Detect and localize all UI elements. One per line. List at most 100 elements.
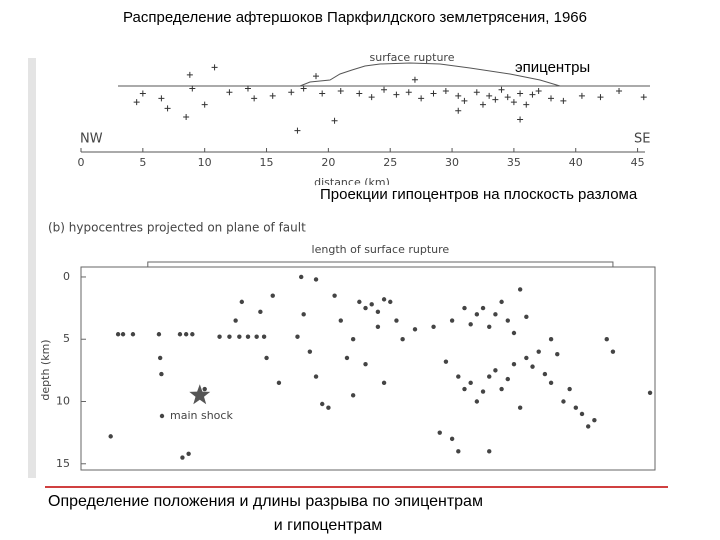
hypocentre: [156, 332, 162, 337]
epicentre: [393, 91, 400, 98]
hypocentre: [301, 312, 306, 317]
epicentre: [368, 94, 375, 101]
hypocentre: [270, 293, 275, 298]
epicentre: [226, 89, 233, 96]
hypocentre: [604, 337, 609, 342]
hypocentre: [258, 309, 263, 315]
epicentre: [337, 87, 344, 94]
epicentre: [251, 95, 258, 102]
hypocentre: [183, 332, 189, 337]
epicentre: [479, 101, 486, 108]
annotation: SE: [634, 132, 650, 147]
hypocentre: [567, 386, 572, 392]
slide-title: Распределение афтершоков Паркфилдского з…: [123, 9, 587, 26]
hypocentre: [573, 405, 579, 410]
hypocentre: [443, 359, 449, 364]
x-tick-label: 20: [321, 156, 335, 169]
epicentre: [211, 64, 218, 71]
hypocentre: [585, 424, 591, 429]
panel-title: (b) hypocentres projected on plane of fa…: [48, 221, 306, 235]
hypocentre: [449, 436, 455, 442]
hypocentre: [524, 314, 529, 320]
hypocentre: [245, 334, 251, 339]
hypocentre: [298, 274, 304, 280]
caption: и гипоцентрам: [274, 517, 383, 534]
epicentre: [640, 94, 647, 101]
epicentre: [560, 97, 567, 104]
epicentre: [517, 90, 524, 97]
hypocentre: [375, 324, 381, 329]
hypocentre: [295, 334, 300, 339]
hypocentre: [217, 334, 222, 339]
epicentre: [473, 89, 480, 96]
epicentre: [517, 116, 524, 123]
hypocentre: [227, 334, 232, 339]
hypocentre: [326, 405, 331, 410]
epicentre: [158, 95, 165, 102]
hypocentre: [449, 318, 455, 323]
legend-dot: [159, 413, 165, 419]
hypocentre: [487, 374, 492, 379]
hypocentre: [431, 324, 436, 329]
hypocentre: [180, 455, 185, 460]
epicentre: [535, 87, 542, 94]
epicentre: [597, 94, 604, 101]
x-tick-label: 25: [383, 156, 397, 169]
hypocentre: [350, 393, 356, 398]
hypocentre: [499, 386, 504, 392]
hypocentre: [363, 305, 368, 311]
rupture-bracket: [147, 261, 614, 267]
y-tick-label: 0: [63, 270, 70, 283]
hypocentre: [480, 389, 486, 394]
epicentre: [529, 91, 536, 98]
epicentre: [269, 92, 276, 99]
main-shock: [189, 384, 211, 405]
hypocentre: [493, 368, 498, 373]
hypocentre: [157, 355, 163, 361]
hypocentre: [480, 305, 486, 311]
epicentre: [183, 114, 190, 120]
epicentre: [288, 89, 295, 96]
hypocentre: [524, 355, 529, 361]
hypocentre: [338, 318, 343, 323]
hypocentre: [186, 451, 191, 457]
hypocentre: [468, 380, 473, 386]
epicentre: [189, 85, 196, 92]
hypocentre: [363, 361, 368, 367]
hypocentre: [320, 401, 325, 407]
hypocentre: [548, 337, 554, 342]
x-tick-label: 30: [445, 156, 459, 169]
hypocentre: [505, 376, 510, 382]
hypocentre: [456, 374, 461, 379]
x-tick-label: 40: [569, 156, 583, 169]
caption: Определение положения и длины разрыва по…: [48, 493, 483, 510]
hypocentre: [115, 332, 121, 337]
hypocentre: [400, 337, 405, 342]
epicentre: [523, 101, 530, 108]
hypocentre: [313, 374, 319, 379]
rupture-label: length of surface rupture: [312, 243, 450, 256]
annotation: NW: [80, 132, 103, 147]
epicentre: [164, 105, 171, 112]
hypocentre: [254, 334, 259, 339]
x-tick-label: 5: [139, 156, 146, 169]
hypocentre: [108, 434, 113, 439]
label-background: [316, 185, 702, 205]
hypocentre: [177, 332, 183, 337]
hypocentre: [499, 299, 504, 305]
hypocentre: [264, 355, 269, 361]
epicentre: [492, 96, 499, 103]
x-tick-label: 45: [631, 156, 645, 169]
hypocentre: [474, 399, 480, 404]
epicentre: [381, 86, 388, 93]
epicentre: [319, 90, 326, 97]
x-tick-label: 35: [507, 156, 521, 169]
epicentre-panel: surface rupture NW SE distance (km) эпиц…: [78, 51, 651, 189]
overlay-label: Проекции гипоцентров на плоскость разлом…: [320, 186, 638, 203]
epicentre: [498, 86, 505, 93]
hypocentre: [261, 334, 267, 339]
hypocentre: [456, 449, 461, 454]
epicentre: [186, 71, 193, 78]
hypocentre: [307, 349, 313, 354]
hypocentre: [344, 355, 350, 361]
